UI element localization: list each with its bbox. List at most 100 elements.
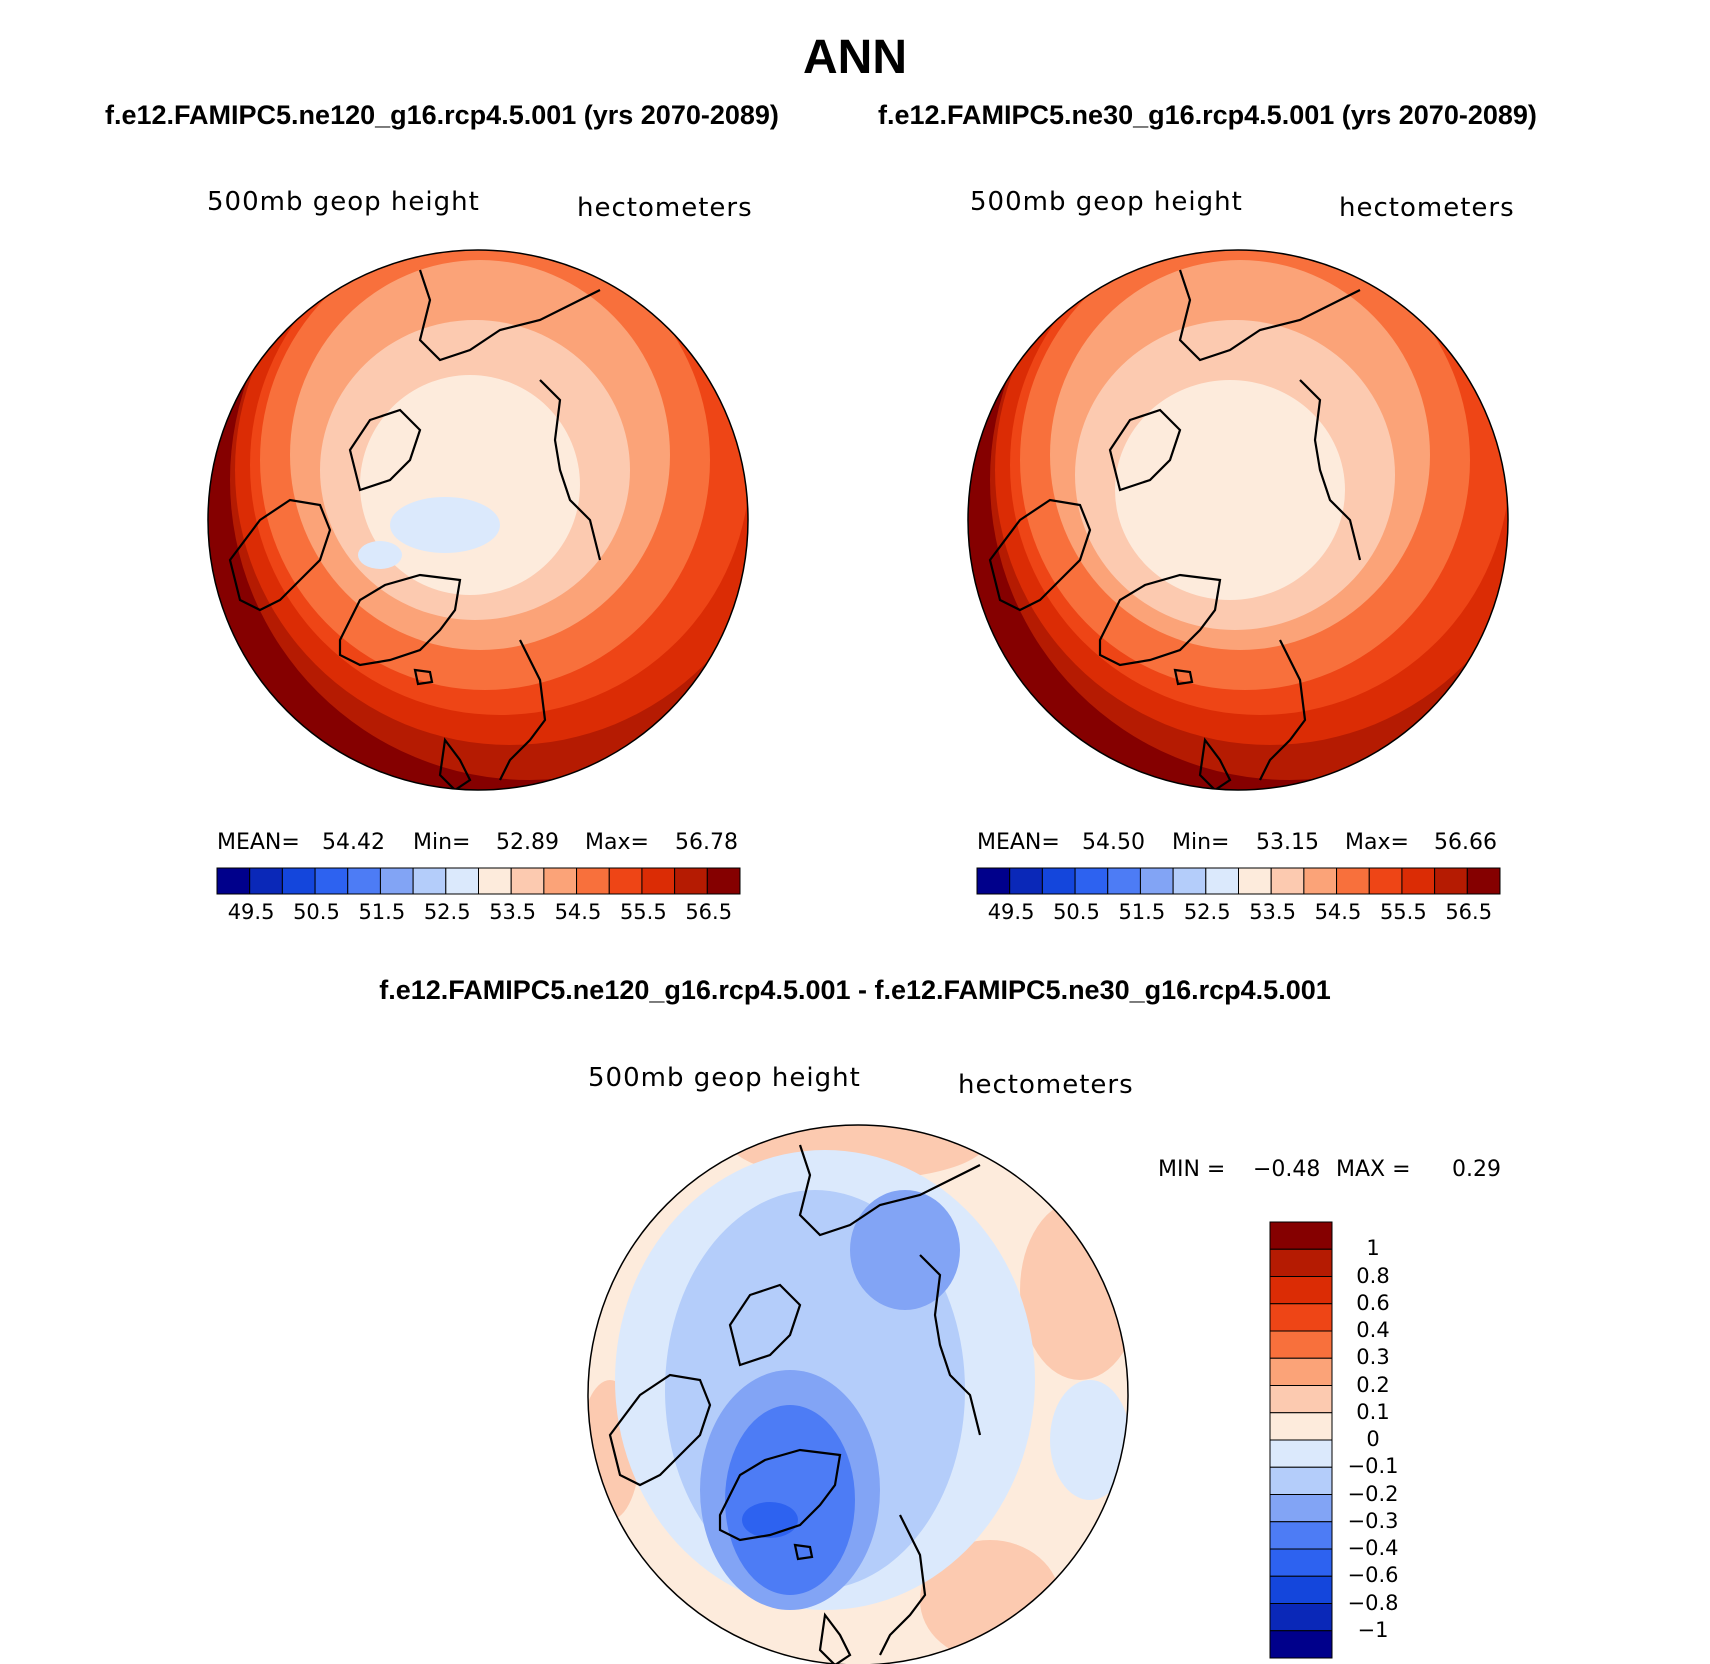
diff-colorbar-box — [1269, 1221, 1333, 1250]
right-colorbar-box — [1238, 867, 1272, 895]
right-colorbar-tick-label: 55.5 — [1379, 900, 1427, 924]
left-iceland — [413, 668, 434, 686]
right-max-value: 56.66 — [1434, 830, 1497, 855]
left-colorbar-box — [445, 867, 479, 895]
right-colorbar-tick-label: 51.5 — [1118, 900, 1166, 924]
left-colorbar-box — [478, 867, 512, 895]
right-colorbar-box — [1205, 867, 1239, 895]
diff-variable-label: 500mb geop height — [588, 1063, 861, 1093]
diff-colorbar-box — [1269, 1412, 1333, 1441]
left-colorbar-box — [674, 867, 708, 895]
diff-colorbar-box — [1269, 1575, 1333, 1604]
diff-colorbar-box — [1269, 1276, 1333, 1305]
diff-colorbar-tick-label: −0.3 — [1347, 1508, 1399, 1533]
diff-field-neg-0-2-upper — [850, 1190, 960, 1310]
right-mean-value: 54.50 — [1082, 830, 1145, 855]
diff-colorbar-tick-label: 0.4 — [1356, 1318, 1390, 1342]
left-british-isles — [438, 737, 472, 790]
left-colorbar-tick-label: 50.5 — [293, 900, 340, 924]
diff-colorbar-tick-label: 1 — [1366, 1236, 1380, 1261]
left-field-52-5 — [390, 497, 500, 553]
left-greenland — [338, 573, 462, 667]
right-colorbar-box — [1009, 867, 1043, 895]
diff-max-value: 0.29 — [1452, 1157, 1501, 1182]
diff-max-label: MAX = — [1336, 1157, 1411, 1182]
diff-british-isles — [818, 1612, 852, 1664]
diff-colorbar-box — [1269, 1357, 1333, 1386]
difference-title: f.e12.FAMIPC5.ne120_g16.rcp4.5.001 - f.e… — [379, 975, 1331, 1005]
left-units-label: hectometers — [577, 193, 753, 223]
left-colorbar-box — [576, 867, 610, 895]
left-colorbar-box — [314, 867, 349, 895]
diff-colorbar-tick-label: −0.8 — [1347, 1590, 1399, 1615]
diff-units-label: hectometers — [958, 1070, 1134, 1100]
left-max-label: Max= — [585, 830, 649, 855]
left-colorbar-tick-label: 53.5 — [489, 900, 536, 924]
right-russia-coast — [1299, 379, 1362, 561]
left-colorbar — [216, 867, 741, 895]
left-min-label: Min= — [413, 830, 471, 855]
right-variable-label: 500mb geop height — [970, 187, 1243, 217]
diff-colorbar-box — [1269, 1521, 1333, 1550]
right-british-isles — [1198, 737, 1232, 790]
diff-siberia-coast — [798, 1144, 981, 1237]
diff-colorbar-box — [1269, 1439, 1333, 1468]
diff-colorbar-tick-label: 0.8 — [1356, 1263, 1390, 1288]
figure-title: ANN — [803, 31, 907, 84]
diff-colorbar-box — [1269, 1630, 1333, 1659]
diff-colorbar-box — [1269, 1303, 1333, 1332]
right-mean-label: MEAN= — [977, 830, 1060, 855]
diff-colorbar-tick-label: 0 — [1366, 1427, 1380, 1451]
left-colorbar-box — [216, 867, 251, 895]
left-variable-label: 500mb geop height — [207, 187, 480, 217]
diff-colorbar-tick-label: 0.2 — [1356, 1372, 1390, 1397]
right-north-america — [988, 498, 1092, 612]
diff-greenland — [718, 1448, 842, 1542]
diff-colorbar-tick-label: −0.2 — [1347, 1481, 1399, 1506]
left-colorbar-tick-label: 49.5 — [227, 900, 275, 924]
right-colorbar-box — [976, 867, 1011, 895]
right-min-value: 53.15 — [1256, 830, 1319, 855]
left-north-america — [228, 498, 332, 612]
diff-colorbar-box — [1269, 1385, 1333, 1414]
diff-colorbar-tick-label: −0.4 — [1347, 1536, 1399, 1560]
left-coastlines — [228, 269, 602, 790]
left-case-title: f.e12.FAMIPC5.ne120_g16.rcp4.5.001 (yrs … — [105, 100, 779, 130]
left-arctic-archipelago — [348, 408, 422, 492]
right-colorbar-tick-label: 50.5 — [1053, 900, 1100, 924]
diff-coastlines — [608, 1144, 982, 1664]
left-mean-label: MEAN= — [217, 830, 300, 855]
diff-colorbar-box — [1269, 1248, 1333, 1277]
right-arctic-archipelago — [1108, 408, 1182, 492]
right-colorbar-box — [1401, 867, 1436, 895]
right-colorbar-box — [1107, 867, 1141, 895]
diff-iceland — [793, 1543, 814, 1561]
left-russia-coast — [539, 379, 602, 561]
diff-field-0-1-right — [1020, 1200, 1128, 1380]
left-min-value: 52.89 — [496, 830, 559, 855]
right-colorbar-tick-label: 53.5 — [1249, 900, 1296, 924]
left-colorbar-tick-label: 55.5 — [619, 900, 667, 924]
right-colorbar-box — [1139, 867, 1174, 895]
left-colorbar-box — [706, 867, 741, 895]
diff-colorbar-box — [1269, 1330, 1333, 1359]
left-colorbar-tick-label: 56.5 — [685, 900, 733, 924]
right-map — [967, 249, 1509, 791]
diff-colorbar — [1269, 1221, 1333, 1659]
diff-map-border — [587, 1124, 1129, 1664]
right-coastlines — [988, 269, 1362, 790]
right-greenland — [1098, 573, 1222, 667]
diff-colorbar-box — [1269, 1466, 1333, 1495]
left-colorbar-tick-label: 52.5 — [423, 900, 471, 924]
right-units-label: hectometers — [1339, 193, 1515, 223]
diff-field-neg-0-4 — [742, 1502, 798, 1538]
diff-colorbar-tick-label: −0.1 — [1347, 1454, 1399, 1479]
diff-colorbar-box — [1269, 1603, 1333, 1632]
right-colorbar-box — [1336, 867, 1370, 895]
right-colorbar-box — [1270, 867, 1305, 895]
left-colorbar-tick-label: 51.5 — [358, 900, 406, 924]
left-colorbar-tick-label: 54.5 — [554, 900, 602, 924]
diff-field-neg-0-3 — [725, 1405, 855, 1595]
right-colorbar-tick-label: 54.5 — [1314, 900, 1362, 924]
